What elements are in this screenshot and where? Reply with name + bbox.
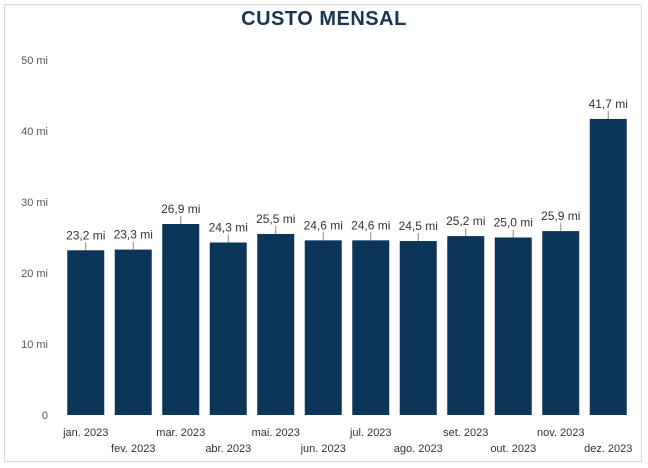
y-axis: 0 10 mi 20 mi 30 mi 40 mi 50 mi	[21, 55, 48, 422]
data-label: 23,2 mi	[66, 228, 105, 242]
data-label: 26,9 mi	[161, 202, 200, 216]
x-tick-label: mai. 2023	[252, 427, 300, 439]
data-label: 41,7 mi	[589, 97, 628, 111]
bar	[67, 250, 105, 415]
data-label: 24,3 mi	[209, 220, 248, 234]
chart-title: CUSTO MENSAL	[241, 8, 407, 30]
bar	[257, 233, 295, 415]
bar	[209, 242, 247, 415]
data-label: 25,9 mi	[541, 209, 580, 223]
data-label: 25,2 mi	[446, 214, 485, 228]
x-tick-label: set. 2023	[443, 427, 488, 439]
y-tick-label: 30 mi	[21, 197, 48, 209]
x-tick-label: ago. 2023	[394, 443, 443, 455]
data-label: 23,3 mi	[114, 228, 153, 242]
bar	[352, 240, 390, 415]
y-tick-label: 20 mi	[21, 268, 48, 280]
data-label: 25,5 mi	[256, 212, 295, 226]
bar	[447, 236, 485, 415]
bar	[589, 118, 627, 416]
x-tick-label: out. 2023	[490, 443, 536, 455]
y-tick-label: 0	[42, 410, 48, 422]
x-tick-label: abr. 2023	[205, 443, 251, 455]
data-label: 24,6 mi	[304, 218, 343, 232]
bar	[162, 224, 200, 415]
y-tick-label: 50 mi	[21, 55, 48, 67]
x-tick-label: jun. 2023	[300, 443, 346, 455]
bar	[542, 231, 580, 415]
bar	[399, 241, 437, 415]
y-tick-label: 40 mi	[21, 126, 48, 138]
x-tick-label: dez. 2023	[584, 443, 632, 455]
bars	[67, 110, 627, 416]
bar	[494, 237, 532, 415]
bar	[114, 249, 152, 415]
data-label: 24,5 mi	[399, 219, 438, 233]
x-tick-label: jan. 2023	[62, 427, 108, 439]
x-tick-label: mar. 2023	[156, 427, 205, 439]
x-tick-label: nov. 2023	[537, 427, 585, 439]
data-labels: 23,2 mi 23,3 mi 26,9 mi 24,3 mi 25,5 mi 24,6 …	[66, 97, 628, 242]
y-tick-label: 10 mi	[21, 339, 48, 351]
data-label: 25,0 mi	[494, 216, 533, 230]
x-tick-label: fev. 2023	[111, 443, 155, 455]
bar	[304, 240, 342, 415]
data-label: 24,6 mi	[351, 218, 390, 232]
x-tick-label: jul. 2023	[349, 427, 392, 439]
